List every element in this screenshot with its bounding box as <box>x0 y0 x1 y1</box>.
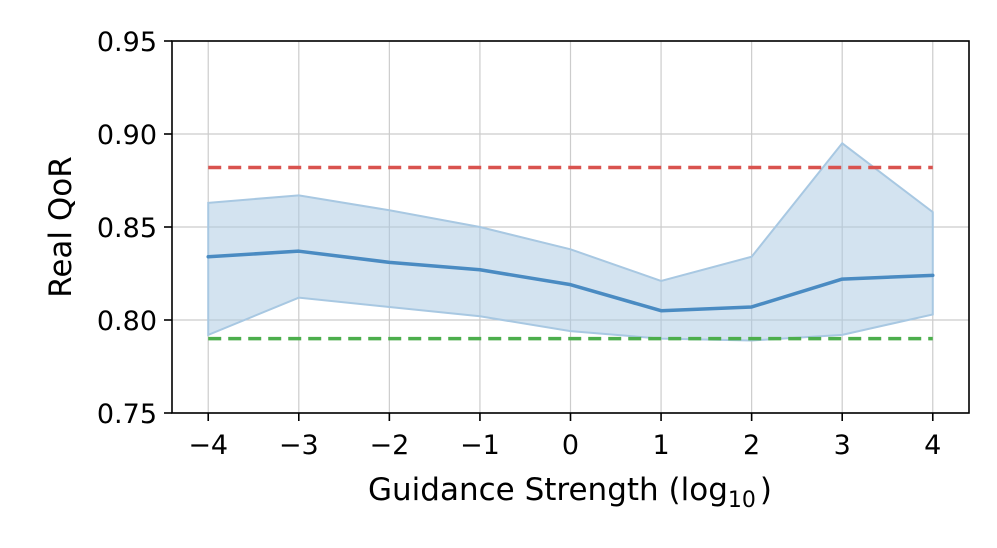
x-tick-label: −4 <box>188 430 228 461</box>
x-axis-label: Guidance Strength (log10) <box>368 472 772 513</box>
y-axis-label: Real QoR <box>43 156 79 298</box>
x-axis-label-suffix: ) <box>760 472 772 508</box>
x-axis-ticks: −4 −3 −2 −1 0 1 2 3 4 <box>188 413 941 461</box>
x-tick-label: −2 <box>369 430 409 461</box>
y-tick-label: 0.85 <box>97 213 157 244</box>
x-tick-label: 3 <box>834 430 851 461</box>
x-tick-label: −3 <box>279 430 319 461</box>
y-tick-label: 0.75 <box>97 399 157 430</box>
x-axis-label-subscript: 10 <box>728 488 756 513</box>
x-tick-label: 2 <box>743 430 760 461</box>
y-axis-ticks: 0.75 0.80 0.85 0.90 0.95 <box>97 27 172 430</box>
x-tick-label: 1 <box>652 430 669 461</box>
x-tick-label: 0 <box>562 430 579 461</box>
y-tick-label: 0.80 <box>97 306 157 337</box>
x-axis-label-main: Guidance Strength (log <box>368 472 728 508</box>
x-tick-label: −1 <box>460 430 500 461</box>
x-tick-label: 4 <box>924 430 941 461</box>
y-tick-label: 0.90 <box>97 120 157 151</box>
y-tick-label: 0.95 <box>97 27 157 58</box>
